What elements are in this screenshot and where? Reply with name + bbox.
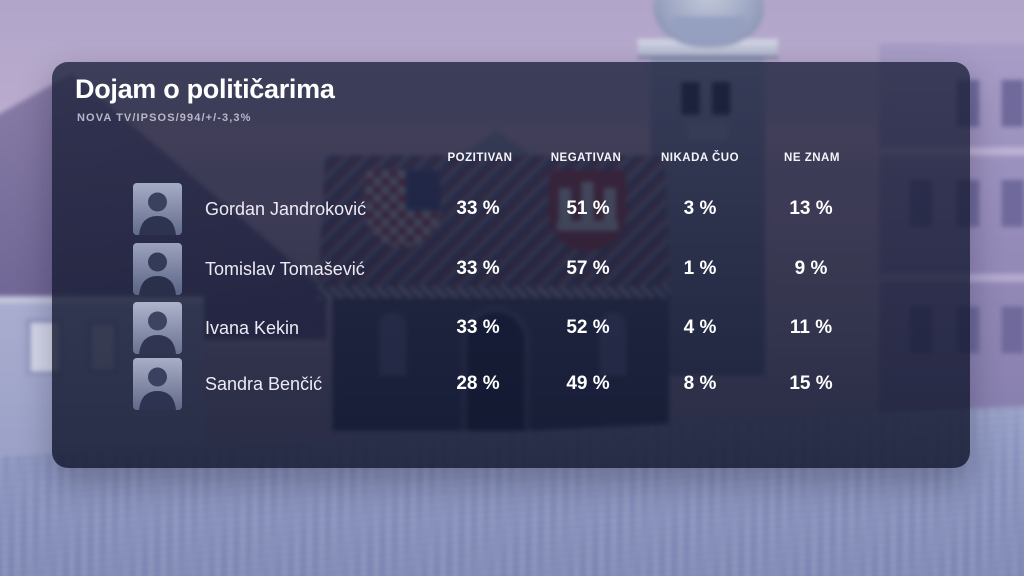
value-negativan: 57 % xyxy=(566,258,610,279)
value-negativan: 51 % xyxy=(566,198,610,219)
column-header-pozitivan: POZITIVAN xyxy=(447,152,513,164)
person-avatar-icon xyxy=(133,358,182,410)
table-row: Sandra Benčić 28 % 49 % 8 % 15 % xyxy=(52,358,970,410)
value-nikada-cuo: 3 % xyxy=(683,198,717,219)
value-pozitivan: 33 % xyxy=(456,317,500,338)
column-header-ne-znam: NE ZNAM xyxy=(784,152,840,164)
value-pozitivan: 28 % xyxy=(456,373,500,394)
right-building-window xyxy=(1001,79,1024,127)
value-nikada-cuo: 8 % xyxy=(683,373,717,394)
value-ne-znam: 9 % xyxy=(794,258,828,279)
politician-name: Sandra Benčić xyxy=(205,374,323,394)
value-negativan: 52 % xyxy=(566,317,610,338)
person-avatar-icon xyxy=(133,302,182,354)
source-line: NOVA TV/IPSOS/994/+/-3,3% xyxy=(77,112,252,124)
person-avatar-icon xyxy=(133,243,182,295)
column-header-negativan: NEGATIVAN xyxy=(550,152,622,164)
politician-name: Gordan Jandroković xyxy=(205,199,367,219)
column-header-nikada-cuo: NIKADA ČUO xyxy=(660,152,740,164)
person-avatar-icon xyxy=(133,183,182,235)
value-ne-znam: 15 % xyxy=(789,373,833,394)
politician-name: Tomislav Tomašević xyxy=(205,259,365,279)
value-pozitivan: 33 % xyxy=(456,198,500,219)
right-building-window xyxy=(1001,306,1024,354)
value-nikada-cuo: 1 % xyxy=(683,258,717,279)
table-row: Gordan Jandroković 33 % 51 % 3 % 13 % xyxy=(52,183,970,235)
table-row: Ivana Kekin 33 % 52 % 4 % 11 % xyxy=(52,302,970,354)
value-negativan: 49 % xyxy=(566,373,610,394)
table-row: Tomislav Tomašević 33 % 57 % 1 % 9 % xyxy=(52,243,970,295)
value-ne-znam: 11 % xyxy=(789,317,833,338)
politician-name: Ivana Kekin xyxy=(205,318,300,338)
page-title: Dojam o političarima xyxy=(75,74,335,104)
value-pozitivan: 33 % xyxy=(456,258,500,279)
poll-panel: Dojam o političarima NOVA TV/IPSOS/994/+… xyxy=(52,62,970,468)
church-tower-cornice xyxy=(637,39,779,57)
value-ne-znam: 13 % xyxy=(789,198,833,219)
right-building-window xyxy=(1001,179,1024,227)
value-nikada-cuo: 4 % xyxy=(683,317,717,338)
